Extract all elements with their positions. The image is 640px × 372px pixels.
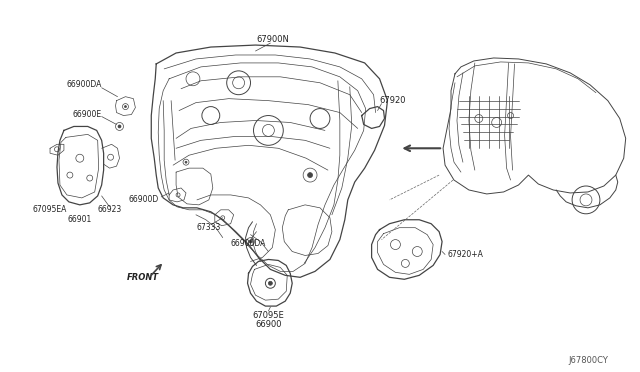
Text: 67920+A: 67920+A [447,250,483,259]
Text: 67900N: 67900N [256,35,289,44]
Text: 66900DA: 66900DA [67,80,102,89]
Circle shape [185,161,187,163]
Text: 66923: 66923 [97,205,122,214]
Text: 67333: 67333 [196,223,221,232]
Circle shape [124,106,127,108]
Text: FRONT: FRONT [127,273,159,282]
Circle shape [308,173,312,177]
Circle shape [118,125,121,128]
Text: 67095E: 67095E [253,311,284,320]
Text: 66900D: 66900D [129,195,159,204]
Text: 66900DA: 66900DA [231,239,266,248]
Text: 67095EA: 67095EA [33,205,67,214]
Text: 66901: 66901 [68,215,92,224]
Circle shape [268,281,273,285]
Text: J67800CY: J67800CY [568,356,608,365]
Circle shape [249,240,252,243]
Text: 66900E: 66900E [72,110,102,119]
Text: 66900: 66900 [255,320,282,330]
Text: 67920: 67920 [380,96,406,105]
